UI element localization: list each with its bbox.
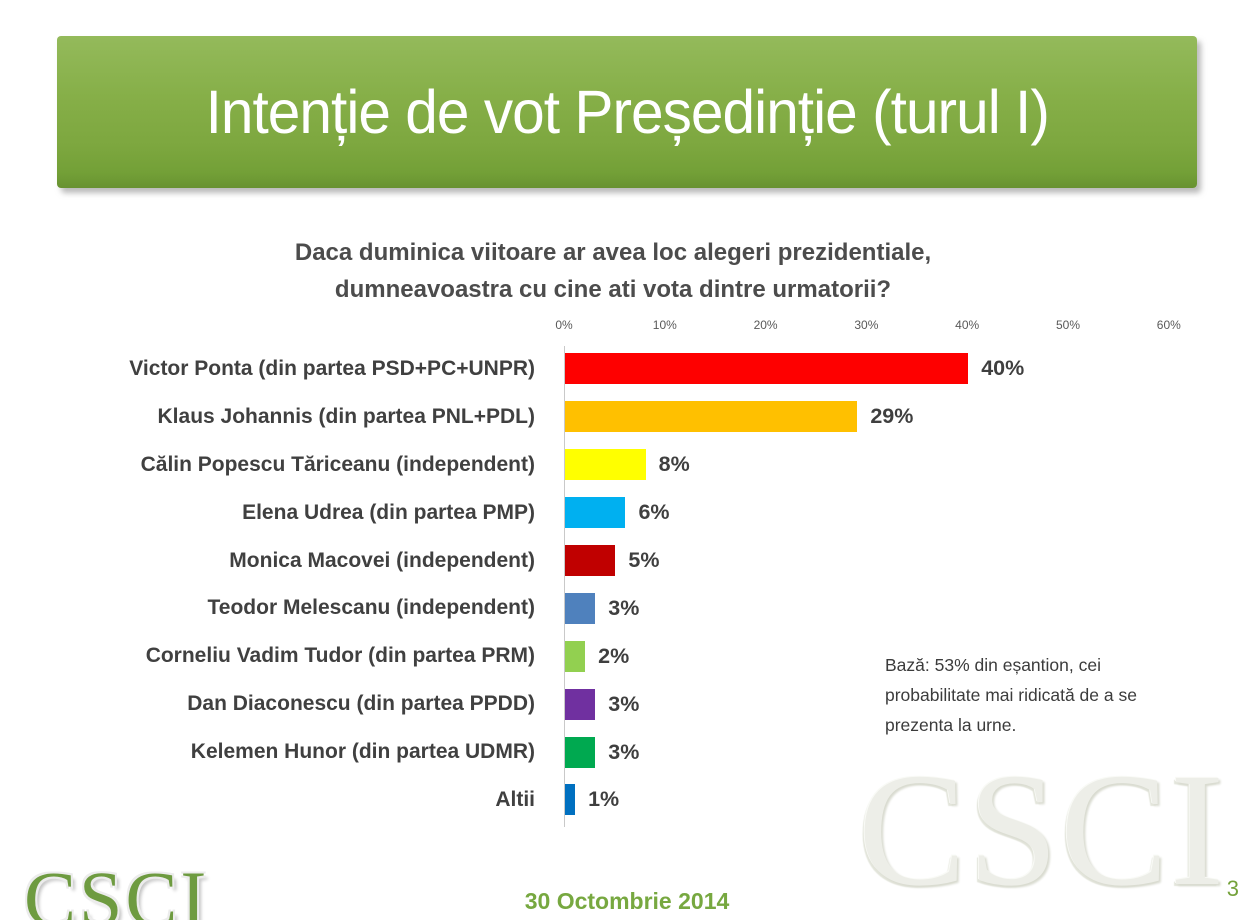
value-label: 2% bbox=[598, 643, 630, 668]
page-number: 3 bbox=[1226, 876, 1239, 901]
bar bbox=[565, 784, 576, 816]
bar bbox=[565, 736, 596, 768]
slide-title: Intenție de vot Președinție (turul I) bbox=[205, 78, 1049, 146]
value-label: 8% bbox=[658, 452, 690, 477]
cscl-watermark-logo: CSCI bbox=[858, 741, 1227, 920]
cscl-logo: CSCI bbox=[24, 855, 210, 920]
chart-question-line1: Daca duminica viitoare ar avea loc alege… bbox=[294, 239, 932, 266]
chart-row: Kelemen Hunor (din partea UDMR) 3% bbox=[0, 728, 1254, 776]
category-label: Victor Ponta (din partea PSD+PC+UNPR) bbox=[129, 356, 535, 380]
category-label: Klaus Johannis (din partea PNL+PDL) bbox=[157, 404, 535, 428]
value-label: 3% bbox=[608, 595, 640, 620]
category-label: Monica Macovei (independent) bbox=[229, 548, 535, 572]
chart-row: Dan Diaconescu (din partea PPDD) 3% bbox=[0, 680, 1254, 728]
value-label: 5% bbox=[628, 548, 660, 572]
bar bbox=[565, 640, 586, 672]
value-label: 3% bbox=[608, 739, 640, 764]
bar bbox=[565, 688, 596, 720]
category-label: Corneliu Vadim Tudor (din partea PRM) bbox=[145, 644, 535, 668]
value-label: 6% bbox=[638, 500, 670, 525]
chart-row: Altii 1% bbox=[0, 776, 1254, 824]
base-note: Bază: 53% din eșantion, cei probabilitat… bbox=[885, 650, 1215, 740]
category-label: Elena Udrea (din partea PMP) bbox=[242, 500, 535, 524]
bar bbox=[565, 592, 596, 624]
x-tick-label: 40% bbox=[955, 318, 980, 332]
x-tick-label: 0% bbox=[555, 318, 573, 332]
category-label: Kelemen Hunor (din partea UDMR) bbox=[190, 740, 535, 764]
value-label: 3% bbox=[608, 691, 640, 716]
bar-chart: 0% 10% 20% 30% 40% 50% 60% Victor Ponta (din p… bbox=[0, 316, 1254, 828]
x-tick-label: 50% bbox=[1055, 318, 1081, 332]
footer-date: 30 Octombrie 2014 bbox=[524, 888, 730, 914]
chart-question: Daca duminica viitoare ar avea loc alege… bbox=[113, 234, 1113, 308]
category-label: Dan Diaconescu (din partea PPDD) bbox=[187, 692, 535, 716]
chart-row: Călin Popescu Tăriceanu (independent) 8% bbox=[0, 441, 1254, 489]
category-label: Altii bbox=[495, 787, 535, 811]
category-label: Teodor Melescanu (independent) bbox=[207, 596, 535, 620]
chart-row: Monica Macovei (independent) 5% bbox=[0, 537, 1254, 585]
chart-row: Victor Ponta (din partea PSD+PC+UNPR) 40% bbox=[0, 345, 1254, 393]
chart-row: Elena Udrea (din partea PMP) 6% bbox=[0, 489, 1254, 537]
chart-question-line2: dumneavoastra cu cine ati vota dintre ur… bbox=[334, 276, 892, 303]
base-note-line1: Bază: 53% din eșantion, cei bbox=[885, 655, 1101, 675]
value-label: 40% bbox=[981, 356, 1025, 381]
x-tick-label: 30% bbox=[854, 318, 879, 332]
bar bbox=[565, 497, 626, 529]
x-tick-label: 10% bbox=[652, 318, 677, 332]
chart-row: Corneliu Vadim Tudor (din partea PRM) 2% bbox=[0, 632, 1254, 680]
value-label: 29% bbox=[870, 404, 914, 429]
y-axis-line bbox=[564, 346, 565, 827]
chart-row: Klaus Johannis (din partea PNL+PDL) 29% bbox=[0, 393, 1254, 441]
x-tick-label: 60% bbox=[1156, 318, 1181, 332]
title-banner: Intenție de vot Președinție (turul I) bbox=[57, 36, 1197, 188]
bar bbox=[565, 353, 969, 385]
category-label: Călin Popescu Tăriceanu (independent) bbox=[140, 452, 535, 476]
bar-rows: Victor Ponta (din partea PSD+PC+UNPR) 40%… bbox=[0, 345, 1254, 824]
chart-row: Teodor Melescanu (independent) 3% bbox=[0, 584, 1254, 632]
base-note-line2: probabilitate mai ridicată de a se bbox=[885, 685, 1137, 705]
bar bbox=[565, 545, 616, 576]
base-note-line3: prezenta la urne. bbox=[885, 715, 1017, 735]
bar bbox=[565, 401, 858, 433]
x-tick-label: 20% bbox=[753, 318, 778, 332]
bar bbox=[565, 449, 646, 481]
value-label: 1% bbox=[588, 787, 620, 812]
